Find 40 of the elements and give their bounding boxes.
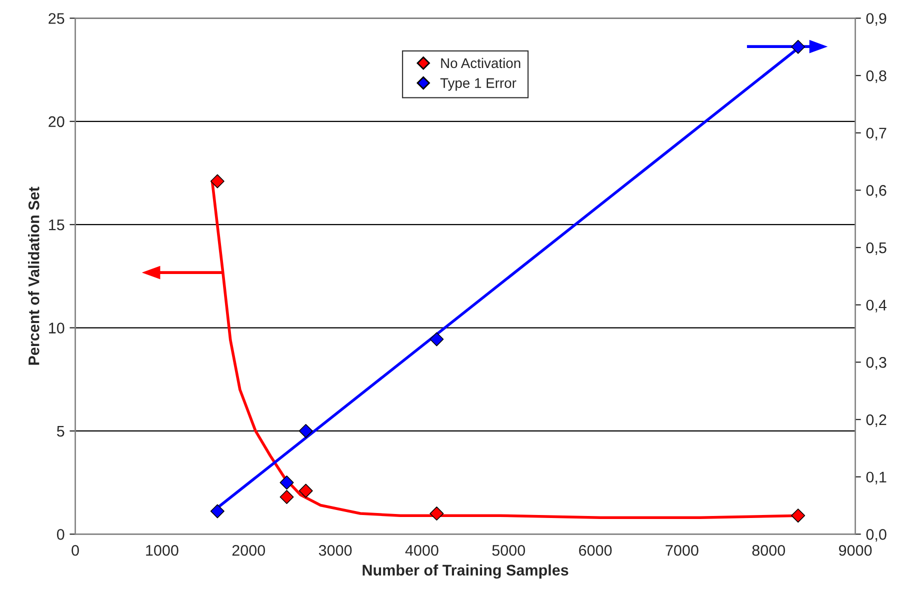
point [791, 40, 806, 54]
point [430, 506, 444, 521]
x-tick-label: 1000 [146, 544, 178, 556]
x-tick-label: 5000 [492, 544, 526, 556]
x-tick-label: 9000 [839, 544, 872, 556]
y2-tick-label: 0,7 [866, 128, 886, 140]
point [210, 504, 224, 518]
point [298, 484, 313, 498]
y2-tick-label: 0,9 [866, 13, 886, 26]
y-tick-label: 20 [48, 116, 64, 128]
legend-label: No Activation [441, 58, 520, 68]
y2-tick-label: 0,1 [866, 472, 886, 484]
point [210, 174, 224, 188]
y2-tick-label: 0,5 [866, 242, 886, 256]
point [430, 332, 444, 346]
x-axis-title: Number of Training Samples [362, 564, 568, 579]
x-tick-label: 2000 [232, 544, 266, 556]
y-axis-title: Percent of Validation Set [28, 186, 40, 365]
y-tick-label: 10 [49, 322, 64, 334]
y2-tick-label: 0,8 [866, 70, 886, 84]
point [280, 476, 294, 490]
y-tick-label: 5 [56, 426, 64, 437]
x-tick-label: 3000 [318, 544, 352, 556]
point [298, 424, 313, 438]
y2-tick-label: 0,3 [866, 357, 886, 370]
y-tick-label: 0 [56, 529, 64, 540]
y2-tick-label: 0,2 [866, 414, 886, 427]
y-tick-label: 15 [49, 220, 64, 230]
y2-tick-label: 0,6 [866, 185, 886, 198]
x-tick-label: 4000 [405, 544, 438, 556]
point [791, 508, 806, 523]
legend-label: Type 1 Error [440, 78, 516, 91]
y2-tick-label: 0,4 [866, 300, 887, 312]
x-tick-label: 6000 [579, 544, 612, 556]
y2-tick-label: 0,0 [866, 529, 886, 542]
x-tick-label: 0 [72, 544, 79, 556]
x-tick-label: 7000 [666, 544, 698, 556]
y-tick-label: 25 [48, 13, 64, 24]
x-tick-label: 8000 [752, 544, 786, 556]
point [280, 490, 294, 504]
